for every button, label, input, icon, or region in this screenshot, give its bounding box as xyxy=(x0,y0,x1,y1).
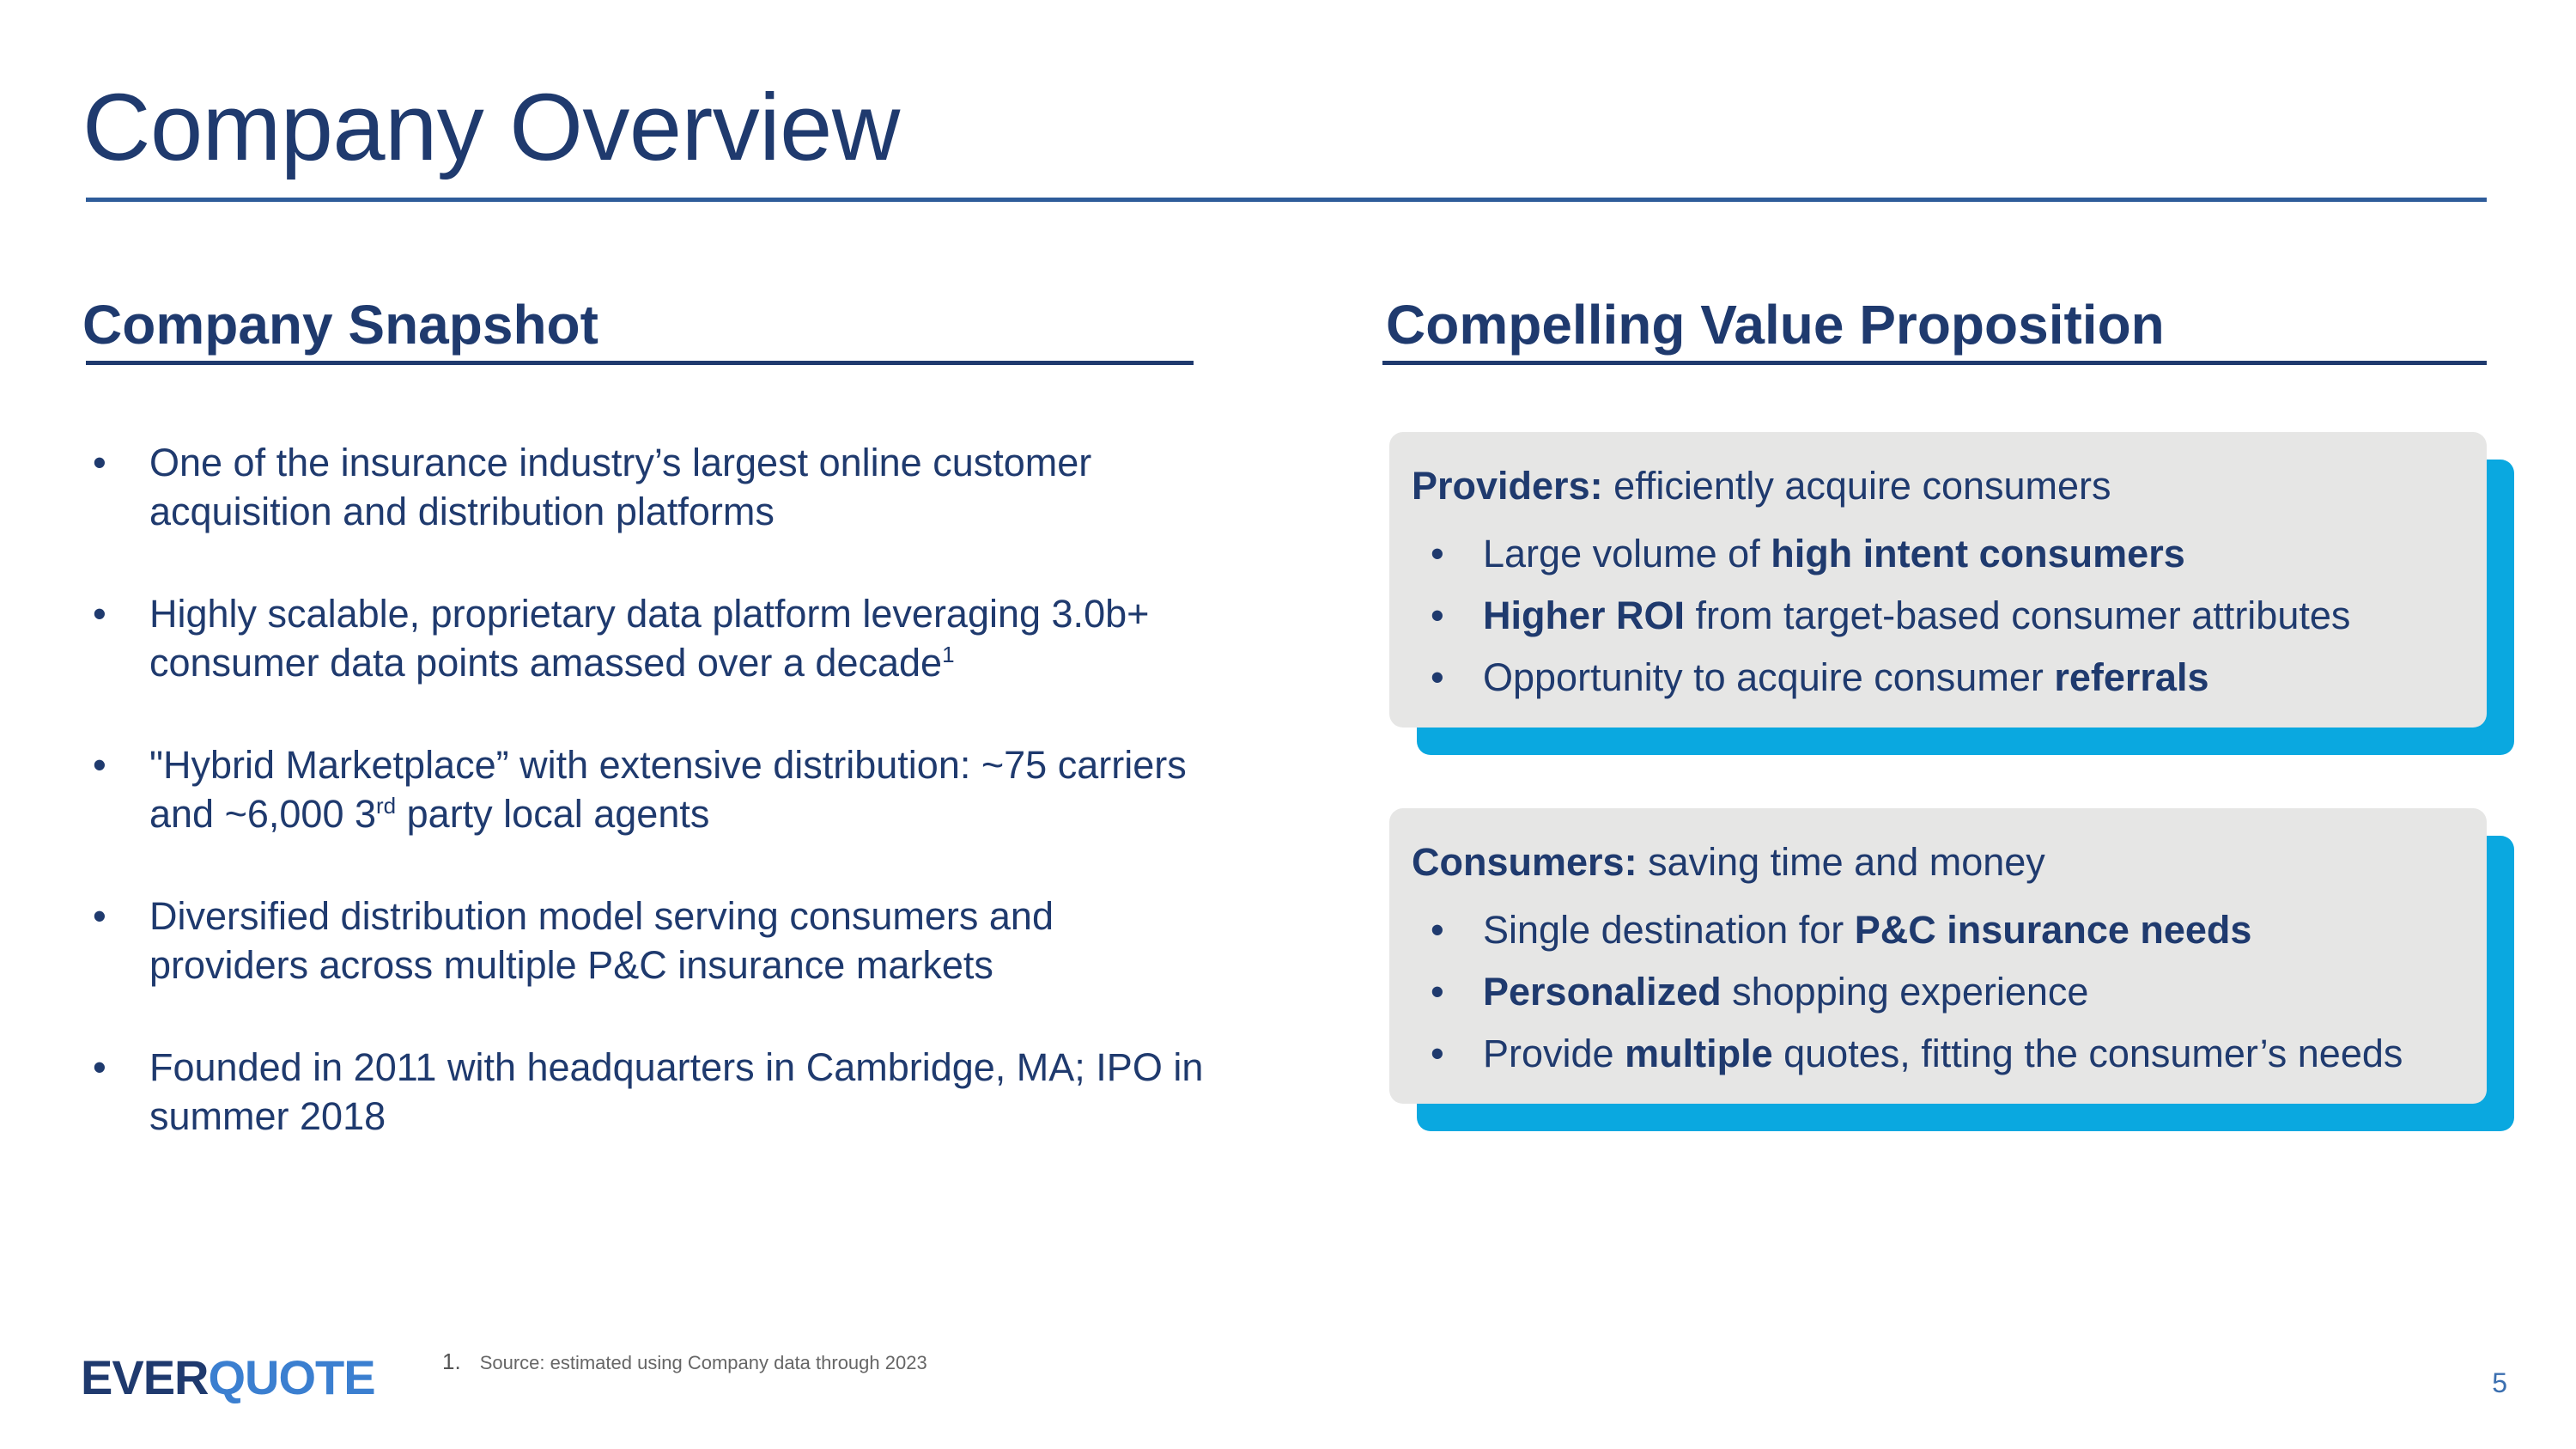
value-prop-divider xyxy=(1382,361,2487,365)
logo-text-quote: QUOTE xyxy=(208,1350,376,1404)
footnote: 1. Source: estimated using Company data t… xyxy=(442,1349,927,1375)
card-item-bold: high intent consumers xyxy=(1771,532,2185,575)
bullet-icon: • xyxy=(1431,908,1444,952)
logo-text-ever: EVER xyxy=(81,1350,209,1404)
card-body: Providers: efficiently acquire consumers… xyxy=(1389,432,2487,728)
card-heading: Providers: efficiently acquire consumers xyxy=(1412,461,2464,511)
snapshot-item-text-cont: party local agents xyxy=(396,792,710,836)
snapshot-list: • One of the insurance industry’s larges… xyxy=(93,438,1209,1194)
everquote-logo: EVERQUOTE xyxy=(81,1354,376,1402)
snapshot-item: • "Hybrid Marketplace” with extensive di… xyxy=(93,740,1209,838)
card-heading-label: Providers: xyxy=(1412,464,1603,508)
bullet-icon: • xyxy=(93,894,106,938)
snapshot-item: • Highly scalable, proprietary data plat… xyxy=(93,589,1209,687)
card-item: • Provide multiple quotes, fitting the c… xyxy=(1412,1023,2464,1085)
card-list: • Large volume of high intent consumers … xyxy=(1412,523,2464,709)
card-item-bold: referrals xyxy=(2054,655,2209,699)
snapshot-item-text: Founded in 2011 with headquarters in Cam… xyxy=(149,1045,1204,1138)
card-heading-text: saving time and money xyxy=(1637,840,2045,884)
card-item-text: Large volume of xyxy=(1483,532,1771,575)
bullet-icon: • xyxy=(93,1045,106,1089)
bullet-icon: • xyxy=(1431,655,1444,699)
card-item-bold: multiple xyxy=(1625,1032,1773,1075)
card-item-text-cont: shopping experience xyxy=(1721,970,2089,1014)
bullet-icon: • xyxy=(93,441,106,484)
snapshot-item-text: One of the insurance industry’s largest … xyxy=(149,441,1092,533)
card-heading-label: Consumers: xyxy=(1412,840,1637,884)
snapshot-item-text: "Hybrid Marketplace” with extensive dist… xyxy=(149,743,1187,836)
ordinal-suffix: rd xyxy=(376,793,397,819)
page-title: Company Overview xyxy=(82,75,900,180)
bullet-icon: • xyxy=(93,743,106,787)
snapshot-heading: Company Snapshot xyxy=(82,294,598,356)
card-list: • Single destination for P&C insurance n… xyxy=(1412,899,2464,1085)
snapshot-item-text: Highly scalable, proprietary data platfo… xyxy=(149,592,1150,685)
footnote-number: 1. xyxy=(442,1349,461,1374)
bullet-icon: • xyxy=(1431,1032,1444,1075)
card-body: Consumers: saving time and money • Singl… xyxy=(1389,808,2487,1104)
snapshot-divider xyxy=(86,361,1194,365)
snapshot-item-text: Diversified distribution model serving c… xyxy=(149,894,1054,987)
bullet-icon: • xyxy=(1431,970,1444,1014)
card-item-text: Single destination for xyxy=(1483,908,1855,952)
snapshot-item: • One of the insurance industry’s larges… xyxy=(93,438,1209,536)
card-item-text-cont: from target-based consumer attributes xyxy=(1685,594,2351,637)
card-item: • Single destination for P&C insurance n… xyxy=(1412,899,2464,961)
card-item-text-cont: quotes, fitting the consumer’s needs xyxy=(1772,1032,2403,1075)
page-number: 5 xyxy=(2492,1367,2507,1398)
footnote-text: Source: estimated using Company data thr… xyxy=(479,1352,927,1373)
card-item-text: Provide xyxy=(1483,1032,1625,1075)
footnote-marker: 1 xyxy=(942,642,955,667)
card-item: • Opportunity to acquire consumer referr… xyxy=(1412,647,2464,709)
card-item: • Personalized shopping experience xyxy=(1412,961,2464,1023)
card-heading: Consumers: saving time and money xyxy=(1412,837,2464,887)
card-heading-text: efficiently acquire consumers xyxy=(1602,464,2111,508)
card-item: • Higher ROI from target-based consumer … xyxy=(1412,585,2464,647)
title-divider xyxy=(86,198,2487,202)
bullet-icon: • xyxy=(1431,594,1444,637)
snapshot-item: • Founded in 2011 with headquarters in C… xyxy=(93,1043,1209,1141)
card-item-bold: Higher ROI xyxy=(1483,594,1686,637)
card-item: • Large volume of high intent consumers xyxy=(1412,523,2464,585)
bullet-icon: • xyxy=(93,592,106,636)
card-item-bold: P&C insurance needs xyxy=(1854,908,2252,952)
snapshot-item: • Diversified distribution model serving… xyxy=(93,892,1209,989)
bullet-icon: • xyxy=(1431,532,1444,575)
value-prop-heading: Compelling Value Proposition xyxy=(1386,294,2165,356)
card-item-text: Opportunity to acquire consumer xyxy=(1483,655,2055,699)
card-item-bold: Personalized xyxy=(1483,970,1722,1014)
